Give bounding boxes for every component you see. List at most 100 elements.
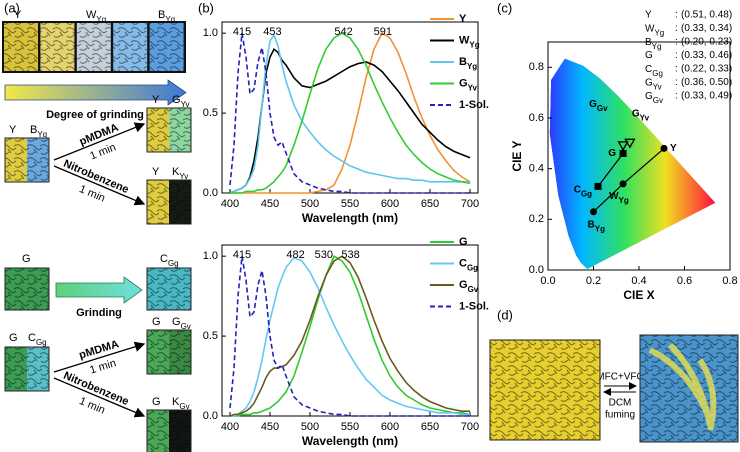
series-line <box>230 256 470 417</box>
photo-texture <box>147 268 191 310</box>
point <box>624 138 636 149</box>
peak-label: 530 <box>315 249 333 261</box>
label-part: C <box>160 253 168 265</box>
label-part: K <box>172 166 180 178</box>
x-tick-label: 600 <box>381 421 399 433</box>
x-tick-label: 0.8 <box>722 275 737 287</box>
point-label: Y <box>670 143 677 154</box>
sample-label: KGv <box>172 396 190 411</box>
panel-label: (b) <box>198 0 214 15</box>
label-part: Gv <box>468 285 479 294</box>
label-part: Yv <box>181 100 190 109</box>
photo-texture <box>147 108 169 152</box>
series-line <box>230 32 471 194</box>
legend-name: GYv <box>645 77 662 91</box>
photo-texture <box>27 138 49 182</box>
peak-label: 538 <box>341 249 359 261</box>
label-part: Yg <box>469 40 479 49</box>
y-tick-label: 0.0 <box>529 264 544 276</box>
label-part: Gv <box>653 96 663 105</box>
point <box>594 182 602 190</box>
connector <box>597 153 624 187</box>
reaction-arrow <box>53 122 146 161</box>
y-tick-label: 1.0 <box>203 250 218 262</box>
label-part: C <box>28 332 36 344</box>
point <box>619 180 627 188</box>
sample-label: G <box>152 316 161 328</box>
x-axis-label: CIE X <box>623 288 654 302</box>
label-part: B <box>459 56 467 68</box>
legend-coords: (0.36, 0.50) <box>681 77 732 88</box>
sample-label: KYv <box>172 166 188 181</box>
y-tick-label: 0.8 <box>529 61 544 73</box>
point <box>619 149 627 157</box>
photo-texture <box>169 410 191 452</box>
grinding-arrow <box>4 79 187 106</box>
label-part: G <box>589 99 597 110</box>
legend-label: Y <box>459 13 467 25</box>
x-tick-label: 0.2 <box>586 275 601 287</box>
legend-label: 1-Sol. <box>459 99 489 111</box>
label-part: Yg <box>96 15 106 24</box>
series-line <box>229 47 471 194</box>
legend-name: GGv <box>645 91 663 105</box>
label-part: Yg <box>654 28 664 37</box>
sample-label: BYg <box>158 9 175 24</box>
panel-label: (d) <box>497 307 513 322</box>
panel-label: (c) <box>497 0 512 15</box>
label-part: C <box>645 64 652 75</box>
x-axis-label: Wavelength (nm) <box>302 211 398 225</box>
photo-border <box>489 339 601 441</box>
label-part: Yg <box>652 42 662 51</box>
legend-sep: : <box>675 77 678 88</box>
x-tick-label: 0.4 <box>631 275 646 287</box>
point <box>590 208 597 216</box>
sample-label: G <box>9 332 18 344</box>
x-tick-label: 700 <box>461 198 479 210</box>
point-label: GYv <box>632 108 650 122</box>
panel-label: (a) <box>4 0 20 15</box>
label-part: Gg <box>652 69 663 78</box>
legend-sep: : <box>675 64 678 75</box>
label-part: G <box>172 316 181 328</box>
photo-border <box>639 334 739 443</box>
series-line <box>229 255 470 417</box>
label-part: G <box>645 91 653 102</box>
sample-label: Y <box>14 9 22 21</box>
label-part: Gv <box>181 322 191 331</box>
arrow-label: Grinding <box>76 307 122 319</box>
legend-coords: (0.51, 0.48) <box>681 10 732 21</box>
label-part: Gg <box>467 263 478 272</box>
reagent: DCM <box>609 398 632 409</box>
photo-texture <box>5 268 49 310</box>
legend-sep: : <box>675 10 678 21</box>
label-part: G <box>459 77 468 89</box>
photo-texture <box>27 347 49 391</box>
label-part: Yv <box>179 172 188 181</box>
photo-border <box>4 137 50 183</box>
photo-texture <box>169 108 191 152</box>
label-part: Gv <box>597 103 608 112</box>
x-tick-label: 550 <box>341 198 359 210</box>
label-part: B <box>30 124 37 136</box>
legend-coords: (0.22, 0.33) <box>681 64 732 75</box>
legend-label: G <box>459 236 468 248</box>
point <box>660 144 668 152</box>
x-tick-label: 650 <box>421 198 439 210</box>
sample-label: CGg <box>160 253 179 268</box>
x-tick-label: 500 <box>301 198 319 210</box>
y-tick-label: 1.0 <box>203 27 218 39</box>
label-part: Gg <box>168 259 179 268</box>
peak-label: 415 <box>233 249 251 261</box>
x-tick-label: 0.0 <box>540 275 555 287</box>
point-label: BYg <box>588 219 606 233</box>
x-tick-label: 600 <box>381 198 399 210</box>
photo-border <box>146 329 192 375</box>
plot-frame <box>221 21 479 194</box>
label-part: Yg <box>595 224 605 233</box>
legend-sep: : <box>675 23 678 34</box>
label-part: B <box>158 9 165 21</box>
reaction-arrow <box>53 165 146 206</box>
y-axis-label: CIE Y <box>510 140 524 171</box>
point-label: GGv <box>589 99 608 113</box>
